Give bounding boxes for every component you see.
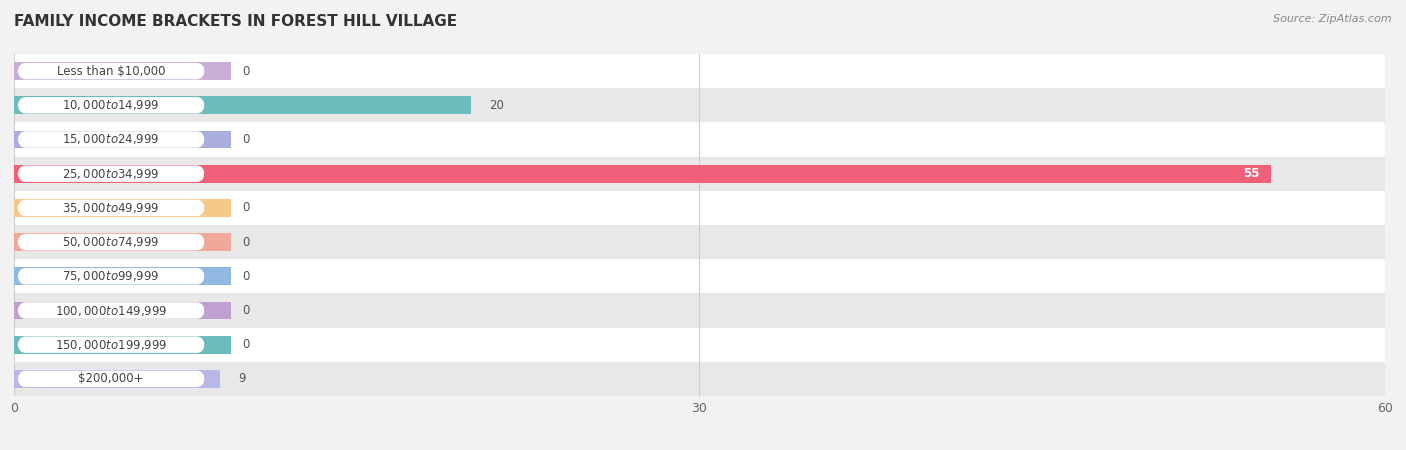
Bar (14, 293, 1385, 328)
Text: $50,000 to $74,999: $50,000 to $74,999 (62, 235, 160, 249)
FancyBboxPatch shape (17, 371, 205, 387)
FancyBboxPatch shape (17, 131, 205, 148)
Text: 9: 9 (238, 373, 246, 385)
FancyBboxPatch shape (17, 234, 205, 250)
Text: $25,000 to $34,999: $25,000 to $34,999 (62, 166, 160, 181)
Text: 0: 0 (243, 65, 250, 77)
Text: $35,000 to $49,999: $35,000 to $49,999 (62, 201, 160, 215)
Text: 0: 0 (243, 338, 250, 351)
Text: 0: 0 (243, 270, 250, 283)
Text: $200,000+: $200,000+ (79, 373, 143, 385)
FancyBboxPatch shape (17, 97, 205, 113)
Bar (14, 328, 1385, 362)
Bar (14, 54, 1385, 88)
Text: $100,000 to $149,999: $100,000 to $149,999 (55, 303, 167, 318)
FancyBboxPatch shape (17, 302, 205, 319)
FancyBboxPatch shape (17, 268, 205, 284)
Bar (14, 302, 231, 319)
Text: 0: 0 (243, 133, 250, 146)
Text: 0: 0 (243, 304, 250, 317)
Bar (14, 165, 1271, 183)
Bar (14, 157, 1385, 191)
Bar (14, 370, 219, 388)
Bar (14, 122, 1385, 157)
Bar (14, 336, 231, 354)
Text: Source: ZipAtlas.com: Source: ZipAtlas.com (1274, 14, 1392, 23)
Bar (14, 130, 231, 148)
Text: 0: 0 (243, 236, 250, 248)
Bar (14, 191, 1385, 225)
Text: 55: 55 (1243, 167, 1260, 180)
Bar (14, 199, 231, 217)
Text: $10,000 to $14,999: $10,000 to $14,999 (62, 98, 160, 112)
Bar (14, 62, 231, 80)
Bar (14, 96, 471, 114)
Bar (14, 233, 231, 251)
Text: 0: 0 (243, 202, 250, 214)
Bar (14, 225, 1385, 259)
Bar (14, 267, 231, 285)
Text: 20: 20 (489, 99, 505, 112)
Bar (14, 362, 1385, 396)
Text: Less than $10,000: Less than $10,000 (56, 65, 166, 77)
Text: $15,000 to $24,999: $15,000 to $24,999 (62, 132, 160, 147)
Bar (14, 259, 1385, 293)
FancyBboxPatch shape (17, 337, 205, 353)
Bar (14, 88, 1385, 122)
Text: $75,000 to $99,999: $75,000 to $99,999 (62, 269, 160, 284)
FancyBboxPatch shape (17, 166, 205, 182)
Text: $150,000 to $199,999: $150,000 to $199,999 (55, 338, 167, 352)
Text: FAMILY INCOME BRACKETS IN FOREST HILL VILLAGE: FAMILY INCOME BRACKETS IN FOREST HILL VI… (14, 14, 457, 28)
FancyBboxPatch shape (17, 63, 205, 79)
FancyBboxPatch shape (17, 200, 205, 216)
